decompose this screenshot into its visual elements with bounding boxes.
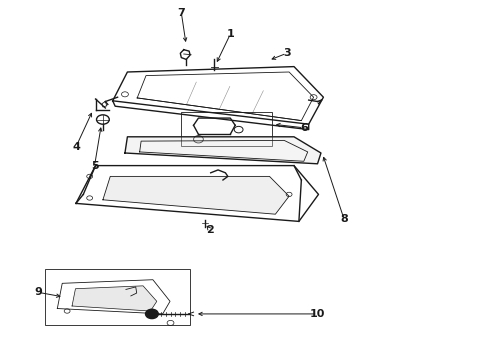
- Circle shape: [146, 309, 158, 319]
- Text: 1: 1: [226, 29, 234, 39]
- Polygon shape: [125, 137, 321, 164]
- Text: 6: 6: [300, 123, 308, 133]
- Bar: [45, 269, 190, 325]
- Polygon shape: [72, 286, 157, 311]
- Text: 7: 7: [177, 8, 185, 18]
- Text: 10: 10: [310, 309, 325, 319]
- Text: 5: 5: [91, 161, 98, 171]
- Text: 9: 9: [34, 287, 42, 297]
- Polygon shape: [103, 176, 289, 214]
- Bar: [181, 112, 272, 146]
- Text: 8: 8: [340, 214, 348, 224]
- Text: 2: 2: [206, 225, 214, 235]
- Text: 3: 3: [283, 48, 291, 58]
- Text: 4: 4: [72, 142, 80, 152]
